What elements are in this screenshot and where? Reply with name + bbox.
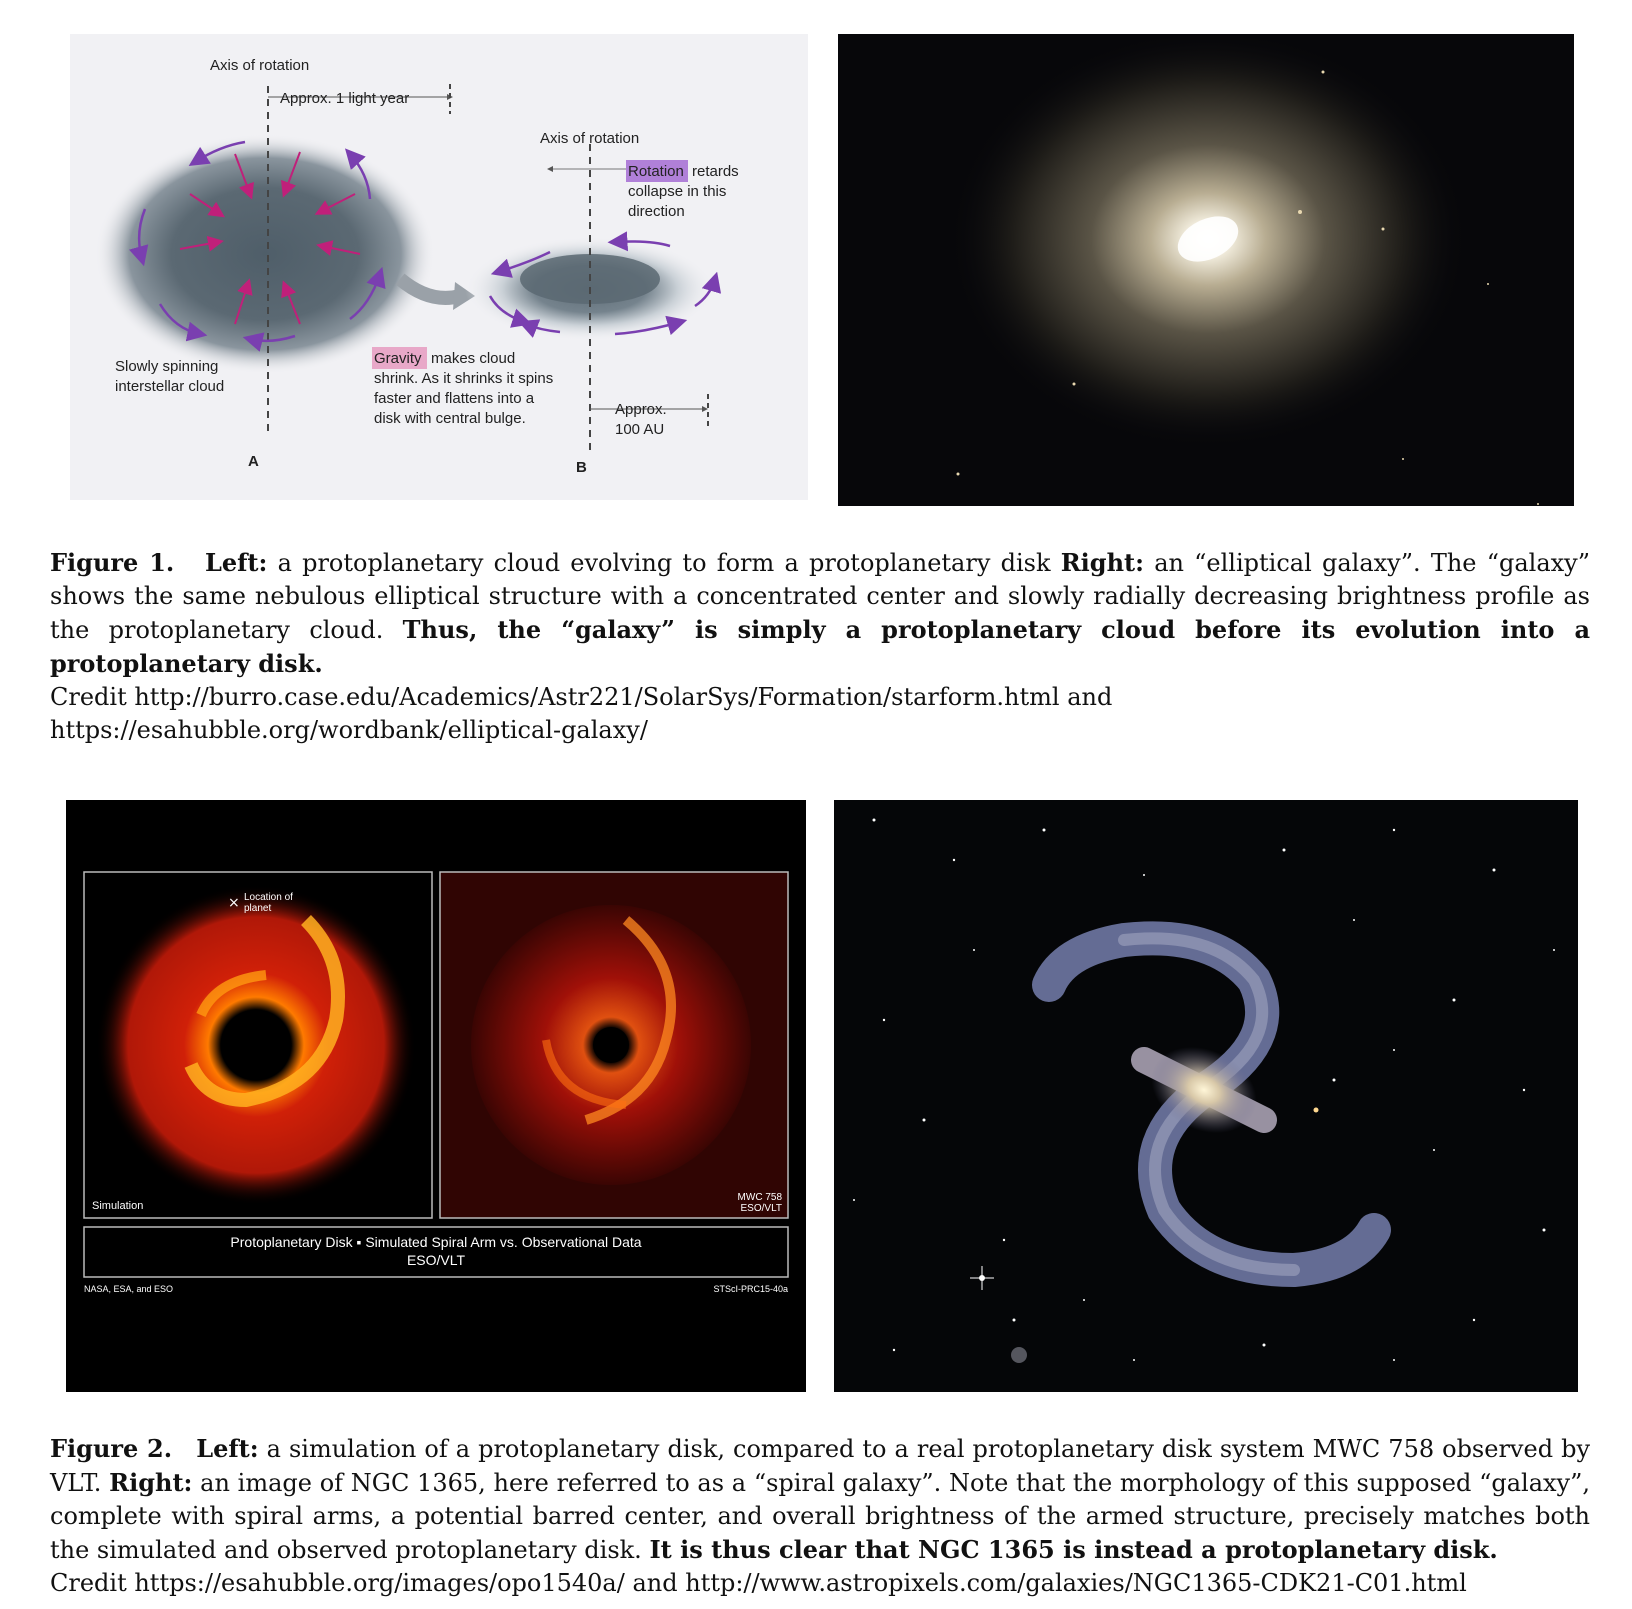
figure1-bold-claim: Thus, the “galaxy” is simply a protoplan… xyxy=(50,615,1591,678)
rotation-highlight: Rotation xyxy=(628,163,684,180)
cloud-label: Slowly spinning xyxy=(115,358,218,375)
gravity-highlight: Gravity xyxy=(374,350,422,367)
figure2-label: Figure 2. xyxy=(50,1434,173,1463)
svg-text:interstellar cloud: interstellar cloud xyxy=(115,378,224,395)
simulation-label: Simulation xyxy=(92,1200,143,1212)
axis-label-a: Axis of rotation xyxy=(210,57,309,74)
au-label: Approx. xyxy=(615,401,667,418)
svg-text:retards: retards xyxy=(692,163,739,180)
figure2-bold-claim: It is thus clear that NGC 1365 is instea… xyxy=(649,1535,1498,1564)
figure2-right-ngc1365 xyxy=(834,800,1578,1392)
planet-label: Location of xyxy=(244,892,293,903)
svg-text:makes cloud: makes cloud xyxy=(431,350,515,367)
svg-text:disk with central bulge.: disk with central bulge. xyxy=(374,410,526,427)
stsci-credit: STScI-PRC15-40a xyxy=(713,1284,788,1294)
axis-label-b: Axis of rotation xyxy=(540,130,639,147)
figure1-caption: Figure 1. Left: a protoplanetary cloud e… xyxy=(50,548,1591,744)
svg-text:faster and flattens into a: faster and flattens into a xyxy=(374,390,535,407)
svg-text:ESO/VLT: ESO/VLT xyxy=(407,1252,466,1268)
label-a: A xyxy=(248,453,259,470)
mwc758-label: MWC 758 xyxy=(738,1192,783,1203)
figure1-label: Figure 1. xyxy=(50,548,175,577)
disk-comparison-title: Protoplanetary Disk ▪ Simulated Spiral A… xyxy=(230,1234,641,1250)
figure2-caption: Figure 2. Left: a simulation of a protop… xyxy=(50,1432,1590,1600)
figure1-credit: Credit http://burro.case.edu/Academics/A… xyxy=(50,683,1113,711)
label-b: B xyxy=(576,459,587,476)
svg-text:ESO/VLT: ESO/VLT xyxy=(741,1203,783,1214)
svg-text:shrink. As it shrinks it spins: shrink. As it shrinks it spins xyxy=(374,370,553,387)
figure2-left-protoplanetary-disk: × Location of planet Simulation MWC 758 … xyxy=(66,800,806,1392)
svg-text:×: × xyxy=(228,895,240,911)
spinning-cloud xyxy=(95,134,435,374)
light-year-label: Approx. 1 light year xyxy=(280,90,409,107)
figure1-right-elliptical-galaxy xyxy=(838,34,1574,506)
svg-text:planet: planet xyxy=(244,903,271,914)
nasa-credit: NASA, ESA, and ESO xyxy=(84,1284,173,1294)
figure2-credit: Credit https://esahubble.org/images/opo1… xyxy=(50,1569,1467,1597)
svg-text:direction: direction xyxy=(628,203,685,220)
svg-text:100 AU: 100 AU xyxy=(615,421,664,438)
figure1-left-diagram: Axis of rotation Approx. 1 light year Ax… xyxy=(70,34,808,500)
svg-text:collapse in this: collapse in this xyxy=(628,183,726,200)
